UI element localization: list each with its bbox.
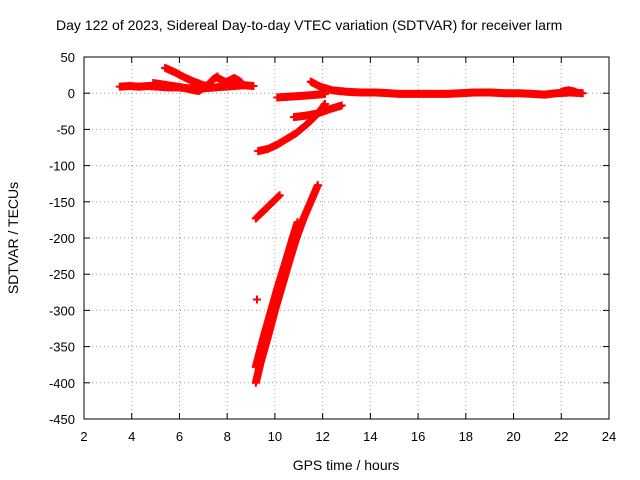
data-point [571,87,580,96]
series-branch-mid [273,89,330,102]
x-tick-label: 8 [224,429,231,444]
data-point [578,89,587,98]
data-point [337,101,346,110]
y-tick-label: -150 [49,195,75,210]
data-point [249,81,258,90]
data-points [115,63,587,387]
y-tick-label: 0 [68,86,75,101]
series-bump-22 [557,86,580,96]
x-tick-label: 20 [506,429,520,444]
y-tick-label: -250 [49,267,75,282]
data-point [237,78,246,87]
y-tick-label: -50 [56,122,75,137]
y-tick-label: -350 [49,340,75,355]
x-tick-label: 12 [315,429,329,444]
series-steep-secondary [251,218,302,371]
y-tick-label: -100 [49,159,75,174]
y-tick-label: 50 [61,50,75,65]
x-tick-label: 14 [363,429,377,444]
x-tick-label: 6 [176,429,183,444]
y-axis-label: SDTVAR / TECUs [5,182,21,294]
series-branch-segment [290,101,346,122]
series-isolated-285 [253,295,262,304]
x-tick-labels: 2 4 6 8 10 12 14 16 18 20 22 24 [80,429,616,444]
data-point [253,295,262,304]
y-tick-label: -450 [49,412,75,427]
data-point [293,218,302,227]
series-arc-2 [149,79,203,96]
x-axis-label: GPS time / hours [293,457,400,473]
y-tick-label: -400 [49,376,75,391]
x-tick-label: 16 [411,429,425,444]
x-tick-label: 2 [80,429,87,444]
data-point [275,191,284,200]
chart-title: Day 122 of 2023, Sidereal Day-to-day VTE… [56,17,562,33]
data-point [321,89,330,98]
series-seg-150 [251,191,284,223]
y-tick-labels: 50 0 -50 -100 -150 -200 -250 -300 -350 -400 -450 [49,50,75,427]
data-point [208,83,217,92]
grid [84,57,609,419]
series-branch-low [254,100,330,156]
y-tick-label: -300 [49,303,75,318]
data-point [313,181,322,190]
y-tick-label: -200 [49,231,75,246]
data-point [321,100,330,109]
x-tick-label: 10 [268,429,282,444]
plot-frame [83,56,610,420]
series-baseline-late [306,77,587,99]
x-tick-label: 22 [554,429,568,444]
series-bump-5 [223,73,246,87]
x-tick-label: 18 [459,429,473,444]
x-tick-label: 4 [128,429,135,444]
x-tick-label: 24 [602,429,616,444]
axis-ticks [83,56,610,420]
